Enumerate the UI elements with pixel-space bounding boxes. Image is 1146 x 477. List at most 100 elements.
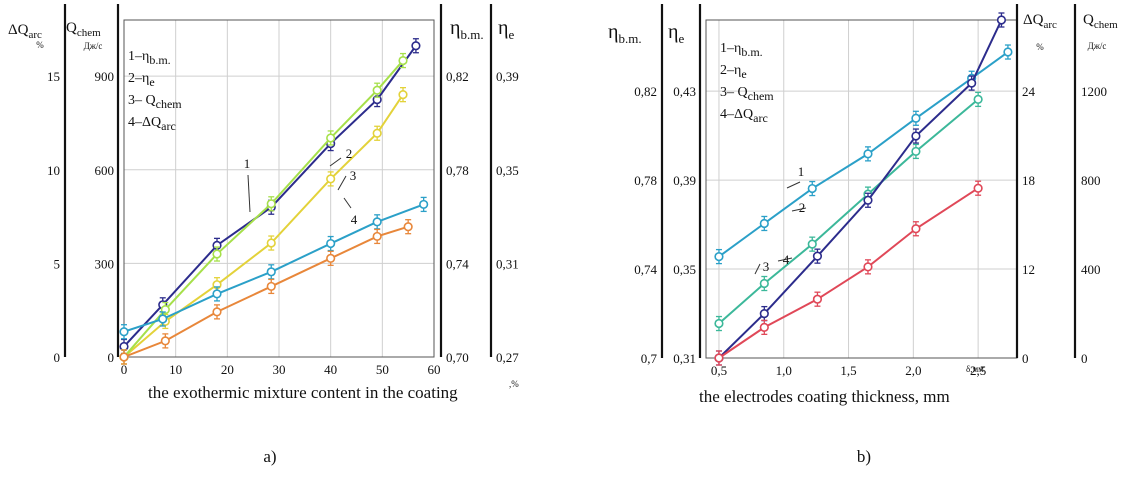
b-caption: b) [857, 447, 871, 466]
b-series-3-point-5 [967, 78, 977, 88]
a-callout-line-2 [329, 157, 342, 167]
a-axis-3-tick-3: 0,39 [496, 69, 519, 84]
panel-b-chart: 0,7 0,74 0,78 0,82 ηb.m. 0,31 0,35 0,39 0,43 ηe 0 1… [608, 4, 1118, 466]
b-callout-3: 3 [763, 259, 770, 274]
b-callout-4: 4 [783, 252, 790, 267]
b-series-3-point-3 [863, 195, 873, 205]
a-callout-2: 2 [346, 146, 353, 161]
b-series-2-line [718, 98, 979, 325]
a-axis-0-unit: % [36, 40, 44, 50]
b-axis-3-name: Qchem [1083, 12, 1118, 31]
b-axis-0-tick-3: 0,82 [634, 84, 657, 99]
b-axis-2-tick-1: 12 [1022, 262, 1035, 277]
a-axis-3-tick-0: 0,27 [496, 350, 519, 365]
b-series-4-point-5 [973, 183, 983, 193]
b-legend-2: 2–ηe [720, 63, 747, 81]
b-axis-2-tick-0: 0 [1022, 351, 1029, 366]
a-xtick-4: 40 [324, 362, 337, 377]
a-series-5-point-6 [403, 222, 413, 232]
b-series-4-line [718, 187, 979, 359]
a-series-5-point-4 [326, 253, 336, 263]
b-series-3-line [718, 19, 1003, 359]
a-series-3-point-3 [266, 199, 276, 209]
b-callout-line-1 [786, 181, 801, 189]
b-series-2-point-5 [973, 94, 983, 104]
b-series-2-point-1 [759, 278, 769, 289]
b-series-1-point-0 [714, 252, 724, 262]
b-series-3-point-1 [759, 309, 769, 319]
b-axis-3-tick-1: 400 [1081, 262, 1101, 277]
a-series-3-point-5 [372, 85, 382, 95]
b-series-1-point-2 [807, 183, 817, 194]
b-axis-2-name: ΔQarc [1023, 12, 1057, 31]
a-series-5-point-1 [160, 336, 170, 346]
a-series-4-point-1 [158, 314, 168, 324]
a-callout-1: 1 [244, 156, 251, 171]
a-xunit: ,% [509, 379, 519, 389]
a-axis-0-tick-1: 5 [54, 256, 61, 271]
a-axis-1-tick-1: 300 [95, 256, 115, 271]
a-callout-line-3 [337, 175, 347, 191]
b-axis-2-unit: % [1036, 42, 1044, 52]
b-series-3-point-2 [812, 251, 823, 261]
a-caption: a) [263, 447, 276, 466]
a-axis-2-tick-1: 0,74 [446, 256, 469, 271]
b-axis-3-tick-3: 1200 [1081, 84, 1107, 99]
a-callout-4: 4 [351, 212, 358, 227]
a-legend-2: 2–ηe [128, 71, 155, 89]
b-legend-1: 1–ηb.m. [720, 41, 763, 59]
a-series-4-point-4 [326, 238, 336, 249]
a-xtick-6: 60 [428, 362, 441, 377]
b-series-4-point-0 [714, 353, 724, 363]
a-axis-1-unit: Дж/с [84, 41, 103, 51]
b-xtick-1: 1,0 [776, 363, 792, 378]
b-xlabel: the electrodes coating thickness, mm [699, 387, 950, 406]
b-axis-3-tick-2: 800 [1081, 173, 1101, 188]
a-axis-1-name: Qchem [66, 20, 101, 39]
b-axis-1-tick-1: 0,35 [673, 262, 696, 277]
a-series-5-point-5 [372, 231, 382, 242]
a-legend-1: 1–ηb.m. [128, 49, 171, 67]
b-axis-3-unit: Дж/с [1088, 41, 1107, 51]
a-legend-3: 3– Qchem [128, 93, 182, 111]
a-series-2-point-5 [372, 128, 382, 138]
a-series-4-point-0 [119, 327, 129, 337]
a-axis-2-name: ηb.m. [450, 17, 484, 42]
b-series-3-point-4 [911, 131, 921, 141]
b-xtick-0: 0,5 [711, 363, 727, 378]
a-series-4-point-3 [266, 267, 276, 277]
a-axis-0-tick-3: 15 [47, 69, 60, 84]
b-xtick-3: 2,0 [905, 363, 921, 378]
b-axis-2-tick-3: 24 [1022, 84, 1036, 99]
b-axis-0-name: ηb.m. [608, 21, 642, 46]
b-axis-1-name: ηe [668, 21, 684, 46]
a-xlabel: the exothermic mixture content in the co… [148, 383, 458, 402]
a-axis-2-tick-2: 0,78 [446, 163, 469, 178]
a-axis-1-tick-0: 0 [108, 350, 115, 365]
a-series-4-point-5 [372, 217, 382, 227]
a-axis-3-tick-1: 0,31 [496, 256, 519, 271]
b-xtick-2: 1,5 [840, 363, 856, 378]
a-axis-2-tick-3: 0,82 [446, 69, 469, 84]
a-axis-1-tick-3: 900 [95, 69, 115, 84]
a-axis-3-tick-2: 0,35 [496, 163, 519, 178]
a-axis-0-tick-2: 10 [47, 163, 60, 178]
a-series-2-point-6 [398, 90, 408, 100]
a-series-5-point-0 [119, 352, 129, 362]
a-axis-2-tick-0: 0,70 [446, 350, 469, 365]
a-xtick-5: 50 [376, 362, 389, 377]
b-series-4-point-4 [911, 224, 921, 234]
a-series-5-point-2 [212, 307, 222, 317]
a-series-1-line [123, 45, 417, 348]
a-callout-3: 3 [350, 168, 357, 183]
b-axis-1-tick-3: 0,43 [673, 84, 696, 99]
b-axis-2-tick-2: 18 [1022, 173, 1035, 188]
a-xtick-3: 30 [273, 362, 286, 377]
a-callout-line-4 [343, 197, 352, 209]
a-series-1-point-0 [119, 341, 129, 352]
a-series-5-point-3 [266, 281, 276, 292]
b-series-4-point-1 [759, 322, 769, 332]
b-series-1-point-6 [1003, 47, 1013, 57]
a-axis-0-tick-0: 0 [54, 350, 61, 365]
a-axis-0-name: ΔQarc [8, 22, 42, 41]
